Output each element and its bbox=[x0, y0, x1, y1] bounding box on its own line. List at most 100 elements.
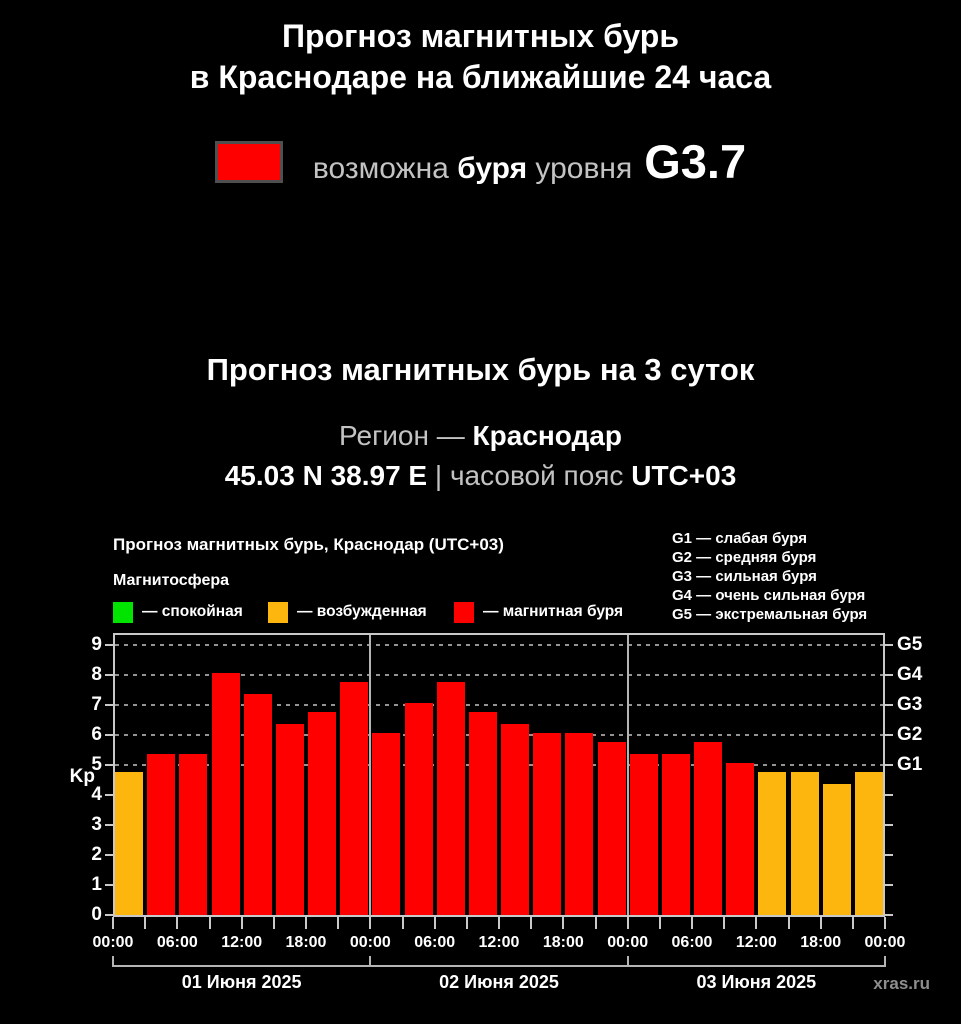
x-tick-label: 00:00 bbox=[864, 934, 906, 951]
date-bracket-tick bbox=[884, 956, 886, 967]
y-tick-left bbox=[105, 764, 113, 766]
chart-title: Прогноз магнитных бурь, Краснодар (UTC+0… bbox=[113, 535, 504, 554]
x-tick bbox=[240, 917, 243, 929]
x-tick bbox=[465, 917, 468, 929]
gridline-kp5 bbox=[115, 764, 883, 766]
kp-bar bbox=[179, 754, 208, 915]
storm-prefix: возможна bbox=[312, 152, 449, 185]
x-tick bbox=[851, 917, 854, 929]
x-tick bbox=[594, 917, 597, 929]
x-tick bbox=[433, 917, 436, 929]
plot-area bbox=[113, 633, 885, 917]
y-tick-label: 0 bbox=[91, 904, 102, 925]
x-tick-label: 00:00 bbox=[92, 934, 134, 951]
x-tick bbox=[305, 917, 307, 929]
storm-level-text: возможна буря уровня G3.7 bbox=[313, 134, 746, 189]
kp-bar bbox=[404, 703, 433, 915]
g-scale-legend: G1 — слабая буря G2 — средняя буря G3 — … bbox=[672, 529, 867, 624]
x-tick bbox=[658, 917, 661, 929]
x-tick-label: 18:00 bbox=[285, 934, 327, 951]
y-tick-left bbox=[105, 674, 113, 676]
storm-middle: уровня bbox=[535, 152, 633, 185]
gridline-kp6 bbox=[115, 734, 883, 736]
x-tick bbox=[530, 917, 533, 929]
date-bracket-line bbox=[113, 965, 885, 967]
coords-separator: | bbox=[427, 460, 450, 491]
region-name: Краснодар bbox=[472, 420, 622, 451]
x-tick bbox=[208, 917, 211, 929]
date-bracket-tick bbox=[369, 956, 372, 967]
y-tick-left bbox=[105, 644, 113, 646]
coords-line: 45.03 N 38.97 E | часовой пояс UTC+03 bbox=[0, 460, 961, 492]
x-tick bbox=[819, 917, 822, 929]
x-tick bbox=[562, 917, 565, 929]
kp-bar bbox=[115, 772, 144, 915]
y-tick-label: 1 bbox=[91, 874, 102, 895]
g-legend-g5: G5 — экстремальная буря bbox=[672, 606, 868, 623]
y-tick-right bbox=[885, 914, 893, 916]
y-tick-left bbox=[105, 704, 113, 706]
timezone-label: часовой пояс bbox=[449, 460, 624, 491]
y-tick-right bbox=[885, 794, 893, 796]
y-axis-label: Kp bbox=[69, 766, 95, 787]
g-legend-g2: G2 — средняя буря bbox=[672, 549, 817, 566]
y-tick-label: 2 bbox=[91, 844, 102, 865]
legend-item-quiet: — спокойная bbox=[113, 601, 243, 623]
legend-label-excited: — возбужденная bbox=[297, 603, 427, 620]
y-tick-right bbox=[885, 884, 893, 886]
x-tick bbox=[498, 917, 500, 929]
x-tick bbox=[723, 917, 726, 929]
kp-bar bbox=[629, 754, 658, 915]
x-tick-label: 12:00 bbox=[735, 934, 777, 951]
x-tick bbox=[272, 917, 275, 929]
x-tick-label: 18:00 bbox=[800, 934, 842, 951]
kp-bar bbox=[694, 742, 723, 915]
kp-bar bbox=[758, 772, 787, 915]
y-tick-right bbox=[885, 644, 893, 646]
kp-bar bbox=[468, 712, 497, 915]
y-tick-right bbox=[885, 704, 893, 706]
main-title: Прогноз магнитных бурь в Краснодаре на б… bbox=[0, 16, 961, 98]
date-label: 01 Июня 2025 bbox=[181, 972, 302, 992]
main-title-line1: Прогноз магнитных бурь bbox=[282, 18, 679, 54]
kp-bar bbox=[726, 763, 755, 915]
storm-word: буря bbox=[457, 152, 528, 185]
x-tick bbox=[884, 917, 886, 929]
g-legend-g4: G4 — очень сильная буря bbox=[672, 587, 866, 604]
kp-bar bbox=[597, 742, 626, 915]
y-tick-right bbox=[885, 764, 893, 766]
y-tick-left bbox=[105, 884, 113, 886]
date-bracket-tick bbox=[626, 956, 629, 967]
storm-level-value: G3.7 bbox=[644, 135, 747, 188]
magnetosphere-label: Магнитосфера bbox=[113, 572, 230, 589]
x-tick-label: 06:00 bbox=[414, 934, 456, 951]
x-tick bbox=[176, 917, 179, 929]
y-tick-label: 8 bbox=[91, 664, 102, 685]
kp-bar bbox=[308, 712, 337, 915]
x-tick bbox=[401, 917, 404, 929]
main-title-line2: в Краснодаре на ближайшие 24 часа bbox=[189, 59, 772, 95]
x-tick bbox=[691, 917, 693, 929]
g-legend-g1: G1 — слабая буря bbox=[672, 530, 808, 547]
g-tick-label: G3 bbox=[897, 694, 923, 715]
x-tick bbox=[112, 917, 114, 929]
gridline-kp7 bbox=[115, 704, 883, 706]
date-label: 03 Июня 2025 bbox=[696, 972, 817, 992]
region-dash: — bbox=[428, 420, 473, 451]
g-tick-label: G2 bbox=[897, 724, 923, 745]
storm-color-swatch-legend bbox=[454, 601, 474, 623]
kp-bar bbox=[565, 733, 594, 915]
kp-bar bbox=[211, 673, 240, 915]
y-tick-left bbox=[105, 794, 113, 796]
y-tick-right bbox=[885, 854, 893, 856]
y-tick-left bbox=[105, 914, 113, 916]
x-tick bbox=[787, 917, 790, 929]
legend-label-storm: — магнитная буря bbox=[483, 603, 624, 620]
kp-bar bbox=[661, 754, 690, 915]
timezone-value: UTC+03 bbox=[631, 460, 737, 491]
y-tick-right bbox=[885, 674, 893, 676]
y-tick-right bbox=[885, 734, 893, 736]
g-tick-label: G5 bbox=[897, 634, 923, 655]
kp-bar bbox=[147, 754, 176, 915]
